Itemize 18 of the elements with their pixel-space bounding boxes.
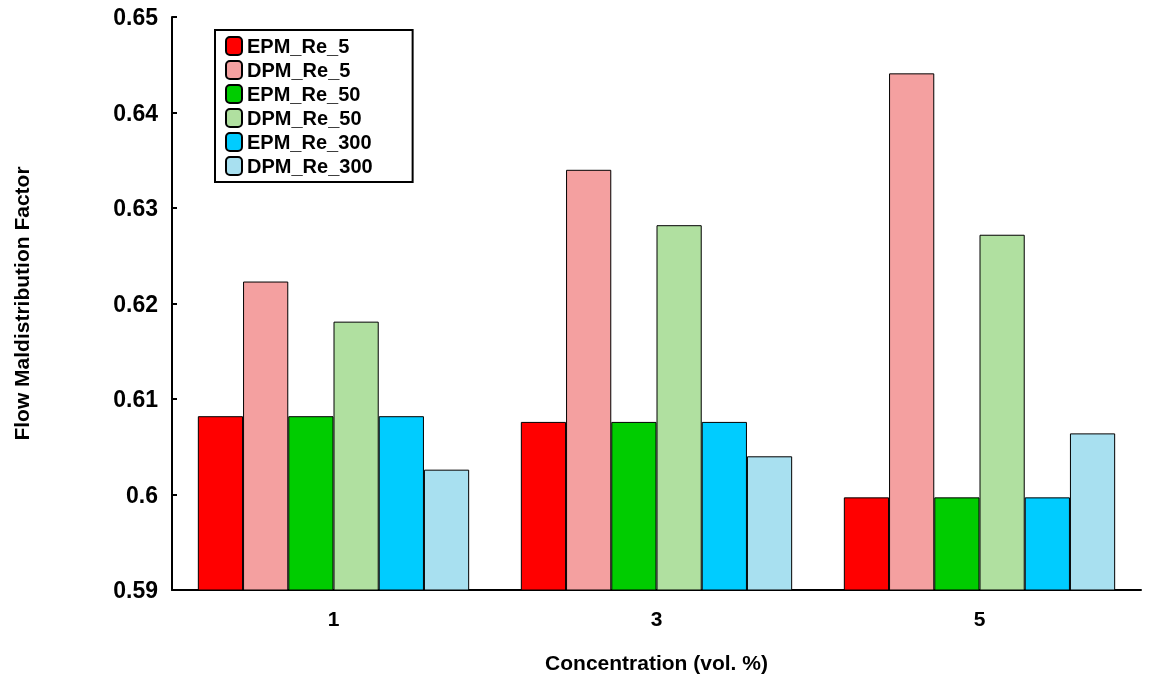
legend-label: DPM_Re_5 — [247, 59, 351, 81]
legend-label: EPM_Re_5 — [247, 35, 350, 57]
x-axis-title: Concentration (vol. %) — [545, 651, 768, 674]
legend-label: DPM_Re_300 — [247, 155, 373, 177]
y-tick-label: 0.64 — [113, 99, 159, 126]
y-tick-label: 0.63 — [113, 195, 158, 221]
y-tick-label: 0.6 — [126, 481, 158, 508]
legend-label: EPM_Re_50 — [247, 83, 361, 105]
y-tick-label: 0.61 — [113, 386, 159, 412]
x-tick-label: 3 — [650, 607, 663, 630]
legend-label: DPM_Re_50 — [247, 107, 362, 129]
x-tick-label: 1 — [327, 607, 340, 630]
y-tick-label: 0.59 — [113, 577, 158, 603]
y-tick-label: 0.65 — [113, 4, 159, 30]
y-tick-label: 0.62 — [113, 290, 158, 317]
legend-label: EPM_Re_300 — [247, 131, 372, 153]
x-tick-label: 5 — [973, 607, 986, 630]
y-axis-title: Flow Maldistribution Factor — [10, 166, 33, 441]
